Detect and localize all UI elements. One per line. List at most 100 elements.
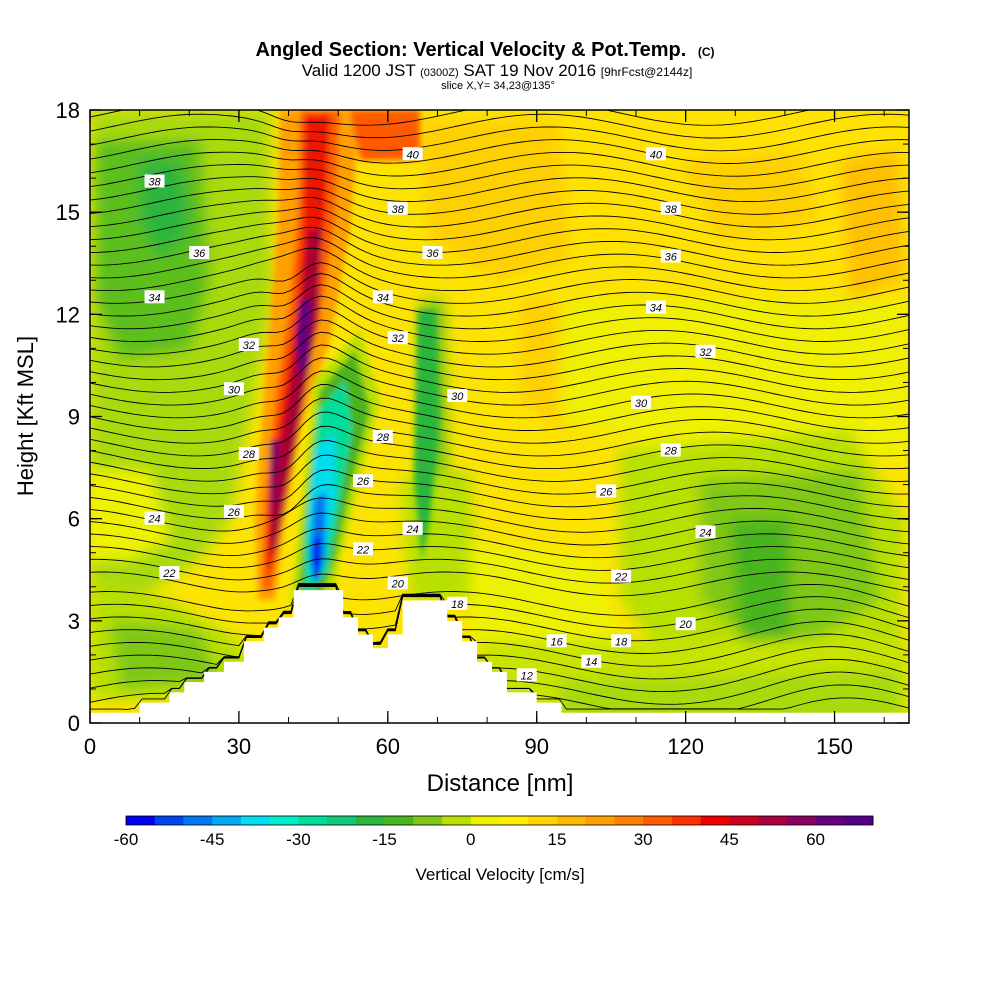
svg-text:34: 34: [148, 292, 160, 304]
colorbar-swatch: [585, 816, 615, 825]
colorbar-swatch: [815, 816, 845, 825]
isentrope-line: [90, 187, 909, 215]
contour-label: 32: [387, 331, 408, 345]
isentrope-line: [90, 113, 909, 139]
colorbar: [125, 815, 874, 826]
svg-text:18: 18: [615, 636, 628, 648]
contour-label: 18: [611, 634, 632, 648]
svg-text:26: 26: [599, 486, 613, 498]
isentrope-line: [90, 397, 909, 444]
isentrope-line: [90, 110, 812, 126]
colorbar-tick-label: 0: [466, 830, 475, 849]
slice-info: slice X,Y= 34,23@135°: [441, 80, 555, 92]
svg-text:26: 26: [356, 476, 370, 488]
isentrope-line: [90, 384, 909, 431]
colorbar-swatch: [212, 816, 242, 825]
svg-text:38: 38: [392, 204, 405, 216]
x-tick-label: 30: [227, 734, 251, 759]
forecast-tag: [9hrFcst@2144z]: [601, 65, 693, 79]
isentrope-line: [90, 319, 909, 368]
svg-text:34: 34: [650, 303, 662, 315]
colorbar-swatch: [671, 816, 702, 825]
colorbar-tick-label: 15: [548, 830, 567, 849]
svg-text:36: 36: [193, 248, 206, 260]
colorbar-tick-label: -15: [372, 830, 397, 849]
contour-label: 32: [695, 344, 716, 359]
contour-label: 26: [353, 474, 373, 488]
svg-text:36: 36: [426, 248, 439, 260]
colorbar-tick-label: 45: [720, 830, 739, 849]
x-axis-label: Distance [nm]: [427, 770, 574, 797]
y-tick-label: 12: [56, 302, 80, 327]
y-tick-label: 0: [68, 711, 80, 736]
chart-title-tag: (C): [698, 45, 715, 59]
colorbar-label: Vertical Velocity [cm/s]: [415, 865, 584, 884]
contour-label: 22: [353, 542, 373, 556]
colorbar-swatch: [269, 816, 299, 825]
contour-label: 12: [516, 668, 537, 682]
colorbar-tick-label: -45: [200, 830, 225, 849]
isentrope-line: [90, 295, 909, 342]
colorbar-swatch: [729, 816, 759, 825]
contour-label: 38: [660, 201, 681, 216]
contour-label: 22: [159, 566, 180, 580]
contour-label: 20: [387, 576, 408, 590]
isentrope-line: [90, 176, 909, 203]
valid-zulu: (0300Z): [420, 67, 459, 79]
x-tick-label: 60: [376, 734, 400, 759]
colorbar-swatch: [355, 816, 386, 825]
y-tick-label: 3: [68, 609, 80, 634]
contour-label: 36: [422, 246, 443, 260]
isentrope-line: [90, 197, 909, 228]
colorbar-swatch: [470, 816, 500, 825]
colorbar-swatch: [327, 816, 357, 825]
colorbar-swatch: [442, 816, 472, 825]
svg-text:40: 40: [650, 149, 663, 161]
isentrope-line: [90, 558, 909, 584]
contour-label: 30: [630, 395, 651, 410]
colorbar-swatch: [154, 816, 184, 825]
isentrope-line: [90, 583, 909, 616]
isentrope-line: [90, 571, 909, 597]
isentrope-line: [90, 247, 909, 292]
svg-text:24: 24: [698, 527, 711, 539]
svg-text:14: 14: [585, 657, 597, 669]
svg-text:32: 32: [699, 347, 711, 359]
isentrope-line: [90, 226, 909, 266]
x-tick-labels: 0 30 60 90 120 150: [84, 734, 853, 759]
svg-text:26: 26: [227, 507, 241, 519]
valid-time: Valid 1200 JST: [302, 61, 416, 80]
colorbar-swatch: [240, 816, 271, 825]
svg-text:30: 30: [451, 391, 464, 403]
contour-label: 36: [189, 246, 210, 260]
colorbar-swatch: [844, 816, 874, 825]
chart-title: Angled Section: Vertical Velocity & Pot.…: [255, 39, 686, 61]
contour-label: 40: [645, 147, 666, 161]
svg-text:22: 22: [614, 572, 627, 584]
isentrope-line: [90, 151, 909, 177]
contour-labels: 40 40 38 38 38 36 36 36 34 34 34 32 32 32 30 30 30 28 28 28…: [144, 147, 716, 682]
colorbar-tick-label: 60: [806, 830, 825, 849]
contour-label: 26: [596, 484, 617, 498]
contour-label: 26: [223, 504, 244, 519]
svg-text:Valid 1200 JST (0300Z): Valid 1200 JST (0300Z) SAT 19 Nov 2016 […: [302, 61, 693, 80]
isentrope-line: [90, 237, 909, 279]
svg-text:32: 32: [392, 333, 404, 345]
x-tick-label: 0: [84, 734, 96, 759]
svg-text:40: 40: [407, 149, 420, 161]
colorbar-swatch: [183, 816, 213, 825]
y-tick-labels: 0 3 6 9 12 15 18: [56, 98, 80, 736]
colorbar-swatch: [758, 816, 788, 825]
isentrope-line: [90, 411, 909, 457]
isentrope-line: [90, 206, 909, 241]
svg-text:32: 32: [243, 340, 255, 352]
contour-label: 16: [546, 634, 567, 648]
x-tick-label: 120: [667, 734, 704, 759]
x-tick-label: 90: [524, 734, 548, 759]
isentrope-line: [90, 331, 909, 381]
svg-text:34: 34: [377, 292, 389, 304]
x-tick-label: 150: [816, 734, 853, 759]
isentrope-line: [90, 583, 909, 642]
y-tick-label: 15: [56, 200, 80, 225]
